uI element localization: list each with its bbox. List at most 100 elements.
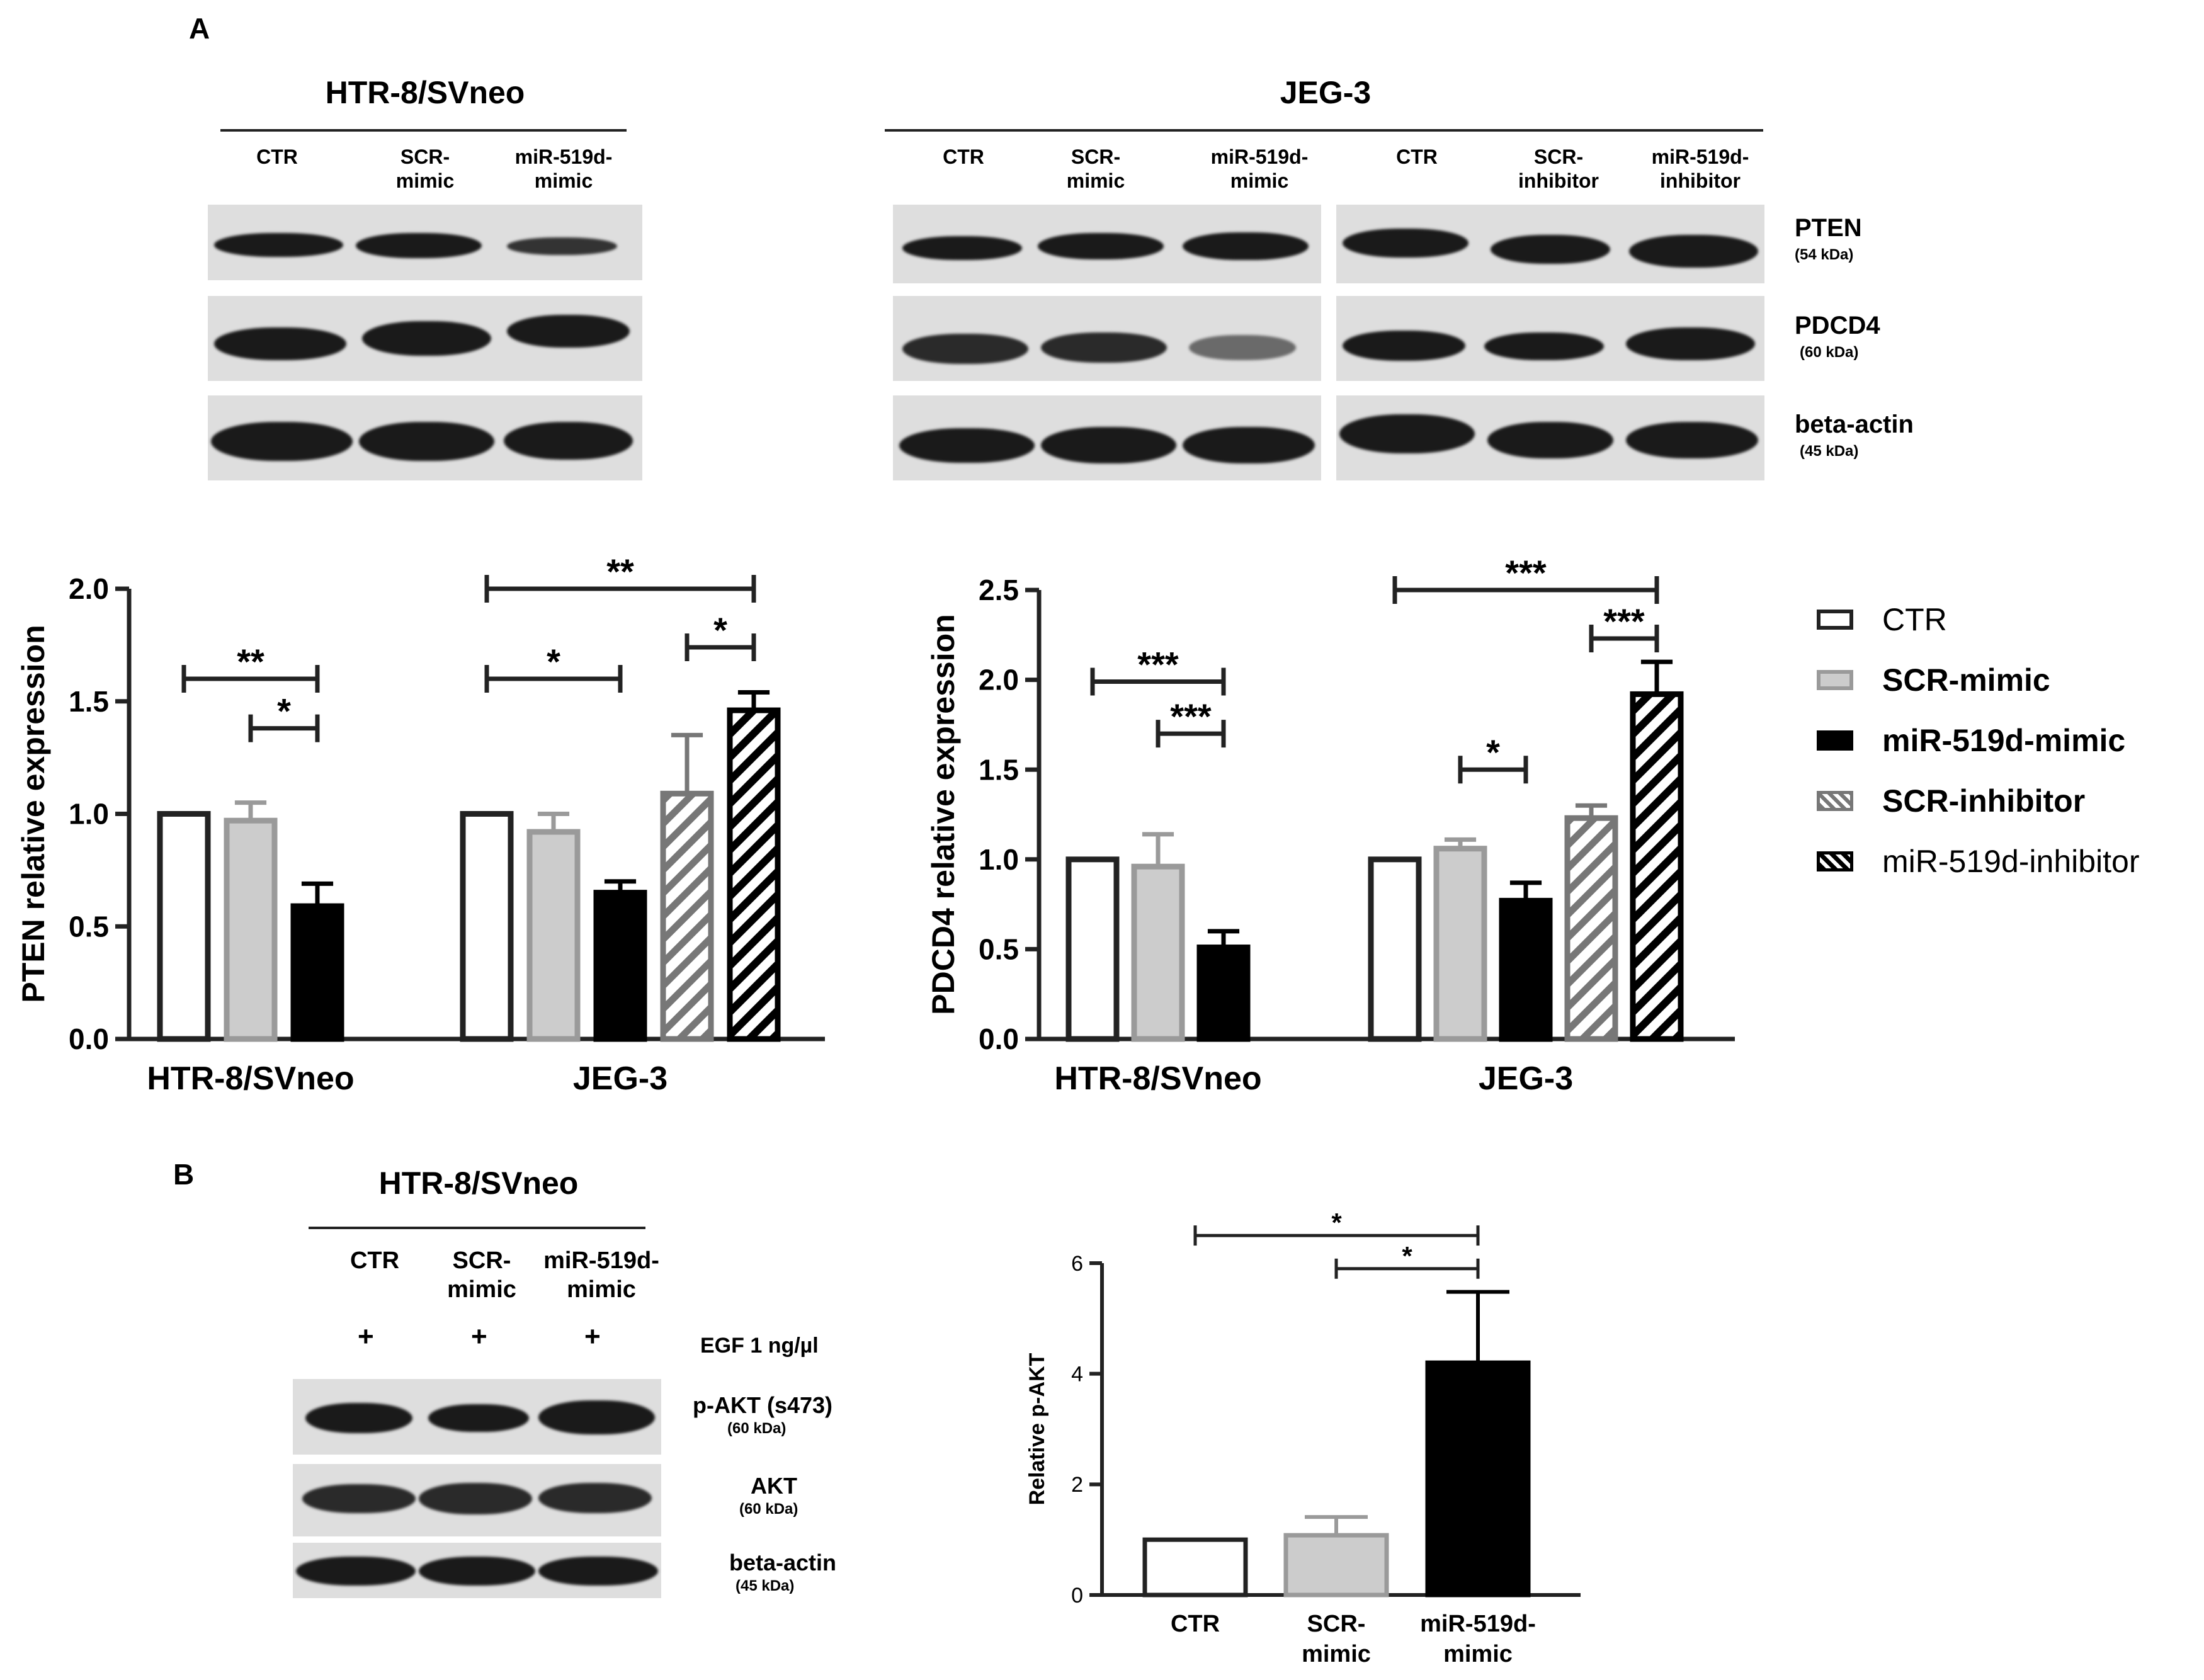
- legend-item: SCR-mimic: [1817, 662, 2050, 698]
- jeg-blot-title: JEG-3: [1280, 75, 1372, 110]
- bar: [1433, 846, 1487, 1042]
- htr-lane-label: SCR- mimic: [395, 145, 455, 193]
- bar: [1368, 856, 1422, 1042]
- jeg-header-rule: [885, 129, 1763, 132]
- x-tick-label: JEG-3: [1479, 1060, 1573, 1097]
- egf-plus: +: [358, 1321, 374, 1352]
- y-axis-label: PTEN relative expression: [16, 625, 51, 1002]
- protein-label: AKT (60 kDa): [739, 1473, 798, 1518]
- legend-item: miR-519d-inhibitor: [1817, 843, 2140, 880]
- bar: [1630, 691, 1684, 1042]
- y-tick-label: 1.5: [979, 753, 1019, 786]
- protein-name: beta-actin: [1795, 411, 1914, 438]
- protein-label: beta-actin (45 kDa): [1795, 411, 1914, 460]
- bar: [593, 890, 647, 1042]
- panel-b-lane-label: SCR- mimic: [447, 1247, 516, 1303]
- bar: [1425, 1360, 1531, 1598]
- y-tick-label: 1.5: [69, 685, 109, 718]
- legend-item: miR-519d-mimic: [1817, 722, 2125, 759]
- legend-swatch: [1817, 610, 1853, 630]
- panel-b-header-rule: [309, 1227, 645, 1229]
- htr-lane-label: miR-519d- mimic: [514, 145, 613, 193]
- egf-label: EGF 1 ng/µl: [700, 1334, 819, 1358]
- bar: [1499, 897, 1553, 1042]
- bar: [727, 707, 781, 1042]
- protein-label: PDCD4 (60 kDa): [1795, 312, 1880, 361]
- protein-kda: (54 kDa): [1795, 246, 1854, 263]
- protein-kda: (60 kDa): [739, 1500, 798, 1518]
- blot-image: [208, 205, 642, 280]
- y-tick-label: 0: [1071, 1584, 1083, 1608]
- bar: [1065, 856, 1120, 1042]
- y-tick-label: 0.5: [979, 933, 1019, 966]
- bar: [290, 903, 344, 1042]
- blot-image: [1336, 296, 1764, 381]
- panel-b-lane-label: miR-519d- mimic: [543, 1247, 659, 1303]
- significance-label: **: [606, 552, 634, 591]
- panel-letter-b: B: [173, 1158, 195, 1191]
- blot-image: [1336, 395, 1764, 480]
- y-tick-label: 0.0: [69, 1023, 109, 1055]
- y-tick-label: 2.5: [979, 574, 1019, 606]
- blot-image: [1336, 205, 1764, 283]
- significance-label: ***: [1505, 553, 1547, 593]
- bar: [1196, 945, 1251, 1042]
- htr-blot-title: HTR-8/SVneo: [325, 75, 525, 110]
- legend-item: CTR: [1817, 601, 1947, 638]
- bar: [526, 829, 581, 1042]
- jeg-lane-label: miR-519d- mimic: [1210, 145, 1309, 193]
- y-tick-label: 1.0: [69, 798, 109, 831]
- legend-label: CTR: [1882, 602, 1947, 637]
- x-tick-label: mimic: [1443, 1641, 1513, 1667]
- protein-name: PTEN: [1795, 214, 1862, 242]
- protein-kda: (45 kDa): [1800, 443, 1859, 460]
- legend-swatch: [1817, 851, 1853, 871]
- bar: [660, 790, 714, 1042]
- egf-plus: +: [471, 1321, 487, 1352]
- x-tick-label: mimic: [1302, 1641, 1371, 1667]
- blot-image: [208, 296, 642, 381]
- bar: [224, 817, 278, 1042]
- panel-b-lane-label: CTR: [349, 1247, 400, 1274]
- y-tick-label: 6: [1071, 1252, 1083, 1276]
- significance-label: *: [713, 610, 727, 650]
- protein-label: beta-actin (45 kDa): [729, 1550, 836, 1594]
- x-tick-label: HTR-8/SVneo: [1054, 1060, 1261, 1097]
- y-axis-label: PDCD4 relative expression: [926, 614, 961, 1014]
- protein-label: p-AKT (s473) (60 kDa): [693, 1393, 832, 1437]
- x-tick-label: miR-519d-: [1420, 1611, 1536, 1637]
- legend-swatch: [1817, 791, 1853, 811]
- legend-label: SCR-mimic: [1882, 662, 2050, 698]
- blot-image: [893, 395, 1321, 480]
- htr-header-rule: [220, 129, 627, 132]
- bar: [1283, 1533, 1389, 1598]
- x-tick-label: JEG-3: [573, 1060, 667, 1097]
- protein-name: beta-actin: [729, 1550, 837, 1575]
- protein-name: p-AKT (s473): [693, 1392, 833, 1418]
- x-tick-label: CTR: [1171, 1611, 1220, 1637]
- y-tick-label: 2.0: [979, 664, 1019, 696]
- x-tick-label: HTR-8/SVneo: [147, 1060, 354, 1097]
- significance-label: *: [1402, 1241, 1412, 1271]
- blot-image: [293, 1379, 661, 1455]
- bar: [460, 811, 514, 1042]
- legend-swatch: [1817, 670, 1853, 690]
- jeg-lane-label: SCR- mimic: [1066, 145, 1125, 193]
- significance-label: ***: [1170, 696, 1212, 736]
- jeg-lane-label: CTR: [1396, 145, 1438, 168]
- bar: [1142, 1537, 1248, 1598]
- protein-name: PDCD4: [1795, 312, 1880, 339]
- egf-plus: +: [584, 1321, 601, 1352]
- significance-label: *: [277, 691, 291, 731]
- significance-label: ***: [1603, 601, 1645, 641]
- significance-label: *: [1486, 732, 1500, 772]
- significance-label: *: [1331, 1208, 1342, 1237]
- significance-label: **: [237, 642, 264, 681]
- legend-item: SCR-inhibitor: [1817, 783, 2085, 819]
- jeg-lane-label: CTR: [943, 145, 984, 168]
- significance-label: ***: [1137, 644, 1179, 684]
- blot-image: [893, 205, 1321, 283]
- jeg-lane-label: miR-519d- inhibitor: [1651, 145, 1749, 193]
